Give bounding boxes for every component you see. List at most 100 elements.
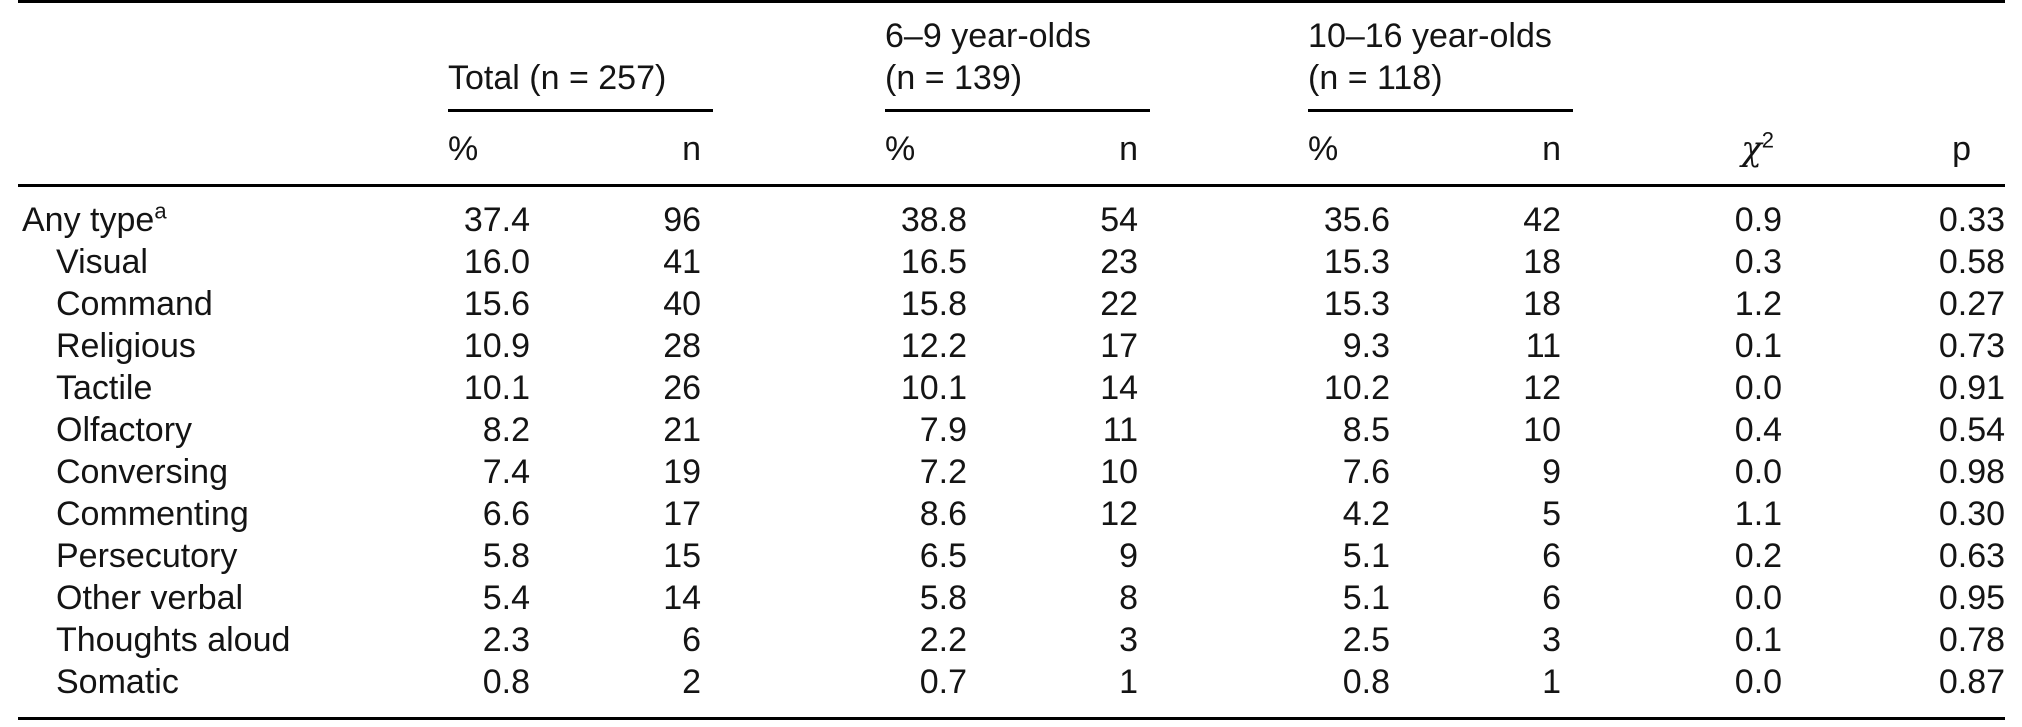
spacer-cell: [713, 451, 885, 493]
table-row: Olfactory 8.2 21 7.9 11 8.5 10 0.4 0.54: [18, 409, 2005, 451]
chi-square-value: 0.0: [1734, 579, 1783, 617]
table-row: Thoughts aloud 2.3 6 2.2 3 2.5 3 0.1 0.78: [18, 619, 2005, 661]
spacer-cell: [713, 186, 885, 242]
column-spacer: [1150, 2, 1308, 111]
age6to9-percent-value: 8.6: [919, 495, 968, 533]
hallucination-types-by-age-table: Total (n = 257) 6–9 year-olds (n = 139) …: [18, 0, 2006, 720]
total-percent-value: 5.8: [482, 537, 530, 575]
row-label-cell: Tactile: [18, 367, 448, 409]
age10to16-n-value: 18: [1523, 243, 1562, 281]
column-spacer: [1150, 110, 1309, 187]
age6to9-n-value: 10: [1100, 453, 1139, 491]
chi-square-value: 0.3: [1734, 243, 1783, 281]
chi-square-value: 0.1: [1734, 327, 1783, 365]
spacer-cell: [1150, 241, 1308, 283]
spacer-cell: [1150, 619, 1308, 661]
total-n-value: 14: [663, 579, 702, 617]
spacer-cell: [713, 577, 885, 619]
age10to16-percent-value: 5.1: [1342, 537, 1391, 575]
row-label-cell: Olfactory: [18, 409, 448, 451]
chi-square-value: 0.2: [1734, 537, 1783, 575]
row-label: Religious: [56, 327, 196, 365]
spacer-cell: [713, 661, 885, 719]
row-label: Command: [56, 285, 213, 323]
age6to9-percent-header: %: [885, 110, 968, 187]
row-label-cell: Thoughts aloud: [18, 619, 448, 661]
age10to16-percent-header: %: [1308, 110, 1391, 187]
age6to9-n-value: 11: [1102, 411, 1139, 449]
age6to9-n-value: 17: [1100, 327, 1139, 365]
age10to16-percent-value: 35.6: [1323, 201, 1391, 239]
table-row: Any typea 37.4 96 38.8 54 35.6 42 0.9 0.33: [18, 186, 2005, 242]
p-value: 0.78: [1938, 621, 2006, 659]
total-percent-value: 16.0: [463, 243, 530, 281]
row-label-cell: Other verbal: [18, 577, 448, 619]
age10to16-n-value: 1: [1542, 663, 1562, 701]
p-value: 0.33: [1938, 201, 2006, 239]
row-label-cell: Visual: [18, 241, 448, 283]
chi-square-header: χ2: [1573, 110, 1783, 187]
p-value: 0.30: [1938, 495, 2006, 533]
age6to9-n-value: 1: [1119, 663, 1139, 701]
age10to16-percent-value: 15.3: [1323, 285, 1391, 323]
chi-square-value: 1.1: [1734, 495, 1783, 533]
age6to9-percent-value: 0.7: [919, 663, 968, 701]
spacer-cell: [1150, 409, 1308, 451]
age6to9-percent-value: 5.8: [919, 579, 968, 617]
row-label: Somatic: [56, 663, 179, 701]
row-label: Visual: [56, 243, 148, 281]
p-value: 0.63: [1938, 537, 2006, 575]
total-percent-value: 10.1: [463, 369, 530, 407]
age6to9-percent-value: 6.5: [919, 537, 968, 575]
sub-header-row: % n % n % n χ2 p: [18, 110, 2006, 187]
age10to16-percent-value: 15.3: [1323, 243, 1391, 281]
total-percent-value: 2.3: [482, 621, 530, 659]
p-value: 0.73: [1938, 327, 2006, 365]
spacer-cell: [713, 535, 885, 577]
row-label-column-header: [18, 110, 448, 187]
age6to9-percent-value: 15.8: [900, 285, 968, 323]
total-n-value: 2: [682, 663, 702, 701]
p-value: 0.91: [1938, 369, 2006, 407]
age10to16-n-value: 9: [1542, 453, 1562, 491]
total-n-value: 40: [663, 285, 702, 323]
spacer-cell: [1150, 367, 1308, 409]
chi-symbol: χ: [1741, 129, 1762, 169]
total-percent-value: 10.9: [463, 327, 530, 365]
row-label-cell: Conversing: [18, 451, 448, 493]
age10to16-percent-value: 10.2: [1323, 369, 1391, 407]
column-spacer: [713, 2, 885, 111]
spacer-cell: [1150, 493, 1308, 535]
spacer-cell: [713, 241, 885, 283]
table-body: Any typea 37.4 96 38.8 54 35.6 42 0.9 0.33 Visual…: [18, 186, 2005, 719]
total-percent-value: 0.8: [482, 663, 530, 701]
table-row: Persecutory 5.8 15 6.5 9 5.1 6 0.2 0.63: [18, 535, 2005, 577]
age10to16-percent-value: 2.5: [1342, 621, 1391, 659]
table-row: Somatic 0.8 2 0.7 1 0.8 1 0.0 0.87: [18, 661, 2005, 719]
total-n-value: 15: [663, 537, 702, 575]
row-label: Thoughts aloud: [56, 621, 291, 659]
total-percent-value: 37.4: [463, 201, 530, 239]
chi-exponent: 2: [1761, 127, 1775, 153]
group-title-line: Total (n = 257): [448, 59, 667, 97]
spacer-cell: [713, 325, 885, 367]
group-header-total: Total (n = 257): [448, 1, 714, 112]
spacer-cell: [1150, 535, 1308, 577]
age6to9-n-value: 12: [1100, 495, 1139, 533]
row-label-cell: Commenting: [18, 493, 448, 535]
age6to9-percent-value: 7.9: [919, 411, 968, 449]
footnote-marker: a: [154, 198, 167, 224]
age6to9-percent-value: 2.2: [919, 621, 968, 659]
chi-square-value: 0.4: [1734, 411, 1783, 449]
table-row: Tactile 10.1 26 10.1 14 10.2 12 0.0 0.91: [18, 367, 2005, 409]
age6to9-n-value: 8: [1119, 579, 1139, 617]
age6to9-percent-value: 7.2: [919, 453, 968, 491]
age6to9-n-value: 3: [1119, 621, 1139, 659]
table-row: Visual 16.0 41 16.5 23 15.3 18 0.3 0.58: [18, 241, 2005, 283]
chi-square-value: 0.9: [1734, 201, 1783, 239]
age6to9-percent-value: 10.1: [900, 369, 968, 407]
row-label: Other verbal: [56, 579, 244, 617]
row-label-cell: Somatic: [18, 661, 448, 719]
p-value: 0.95: [1938, 579, 2006, 617]
row-label-cell: Persecutory: [18, 535, 448, 577]
